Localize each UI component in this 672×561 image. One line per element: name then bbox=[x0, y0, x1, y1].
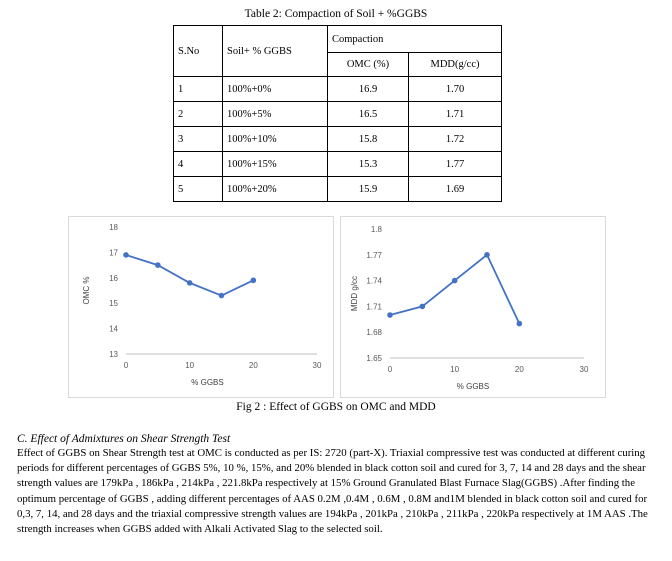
x-tick-label: 10 bbox=[185, 361, 194, 370]
table-row: 5 100%+20% 15.9 1.69 bbox=[173, 176, 502, 202]
data-point bbox=[387, 312, 393, 318]
header-soil-ggbs: Soil+ % GGBS bbox=[222, 25, 328, 77]
x-axis-title: % GGBS bbox=[191, 378, 223, 387]
cell-omc: 15.9 bbox=[327, 176, 409, 202]
cell-mdd: 1.72 bbox=[408, 126, 502, 152]
section-body: Effect of GGBS on Shear Strength test at… bbox=[17, 447, 648, 536]
y-tick-label: 1.68 bbox=[366, 328, 382, 337]
y-tick-label: 1.77 bbox=[366, 251, 382, 260]
data-point bbox=[218, 292, 225, 299]
omc-chart: 13 14 15 16 17 18 0 10 20 30 % GGBS OMC % bbox=[82, 223, 322, 387]
header-sno: S.No bbox=[173, 25, 223, 77]
section-title: C. Effect of Admixtures on Shear Strengt… bbox=[17, 433, 231, 445]
data-point bbox=[155, 262, 161, 268]
y-tick-label: 1.8 bbox=[371, 225, 383, 234]
data-point bbox=[451, 277, 458, 284]
cell-sno: 5 bbox=[173, 176, 223, 202]
cell-omc: 16.5 bbox=[327, 101, 409, 127]
y-tick-label: 18 bbox=[109, 223, 118, 232]
cell-omc: 15.3 bbox=[327, 151, 409, 177]
cell-mdd: 1.77 bbox=[408, 151, 502, 177]
data-point bbox=[516, 320, 523, 327]
y-tick-label: 16 bbox=[109, 274, 118, 283]
cell-mdd: 1.71 bbox=[408, 101, 502, 127]
data-point bbox=[419, 303, 426, 310]
cell-sno: 4 bbox=[173, 151, 223, 177]
header-omc: OMC (%) bbox=[327, 52, 409, 77]
y-tick-label: 1.74 bbox=[366, 277, 382, 286]
mdd-chart-frame: 1.65 1.68 1.71 1.74 1.77 1.8 0 10 20 30 % GGBS MDD … bbox=[340, 216, 606, 398]
x-tick-label: 0 bbox=[124, 361, 129, 370]
x-tick-label: 0 bbox=[388, 365, 393, 374]
y-axis-title: MDD g/cc bbox=[350, 276, 359, 311]
cell-mdd: 1.70 bbox=[408, 76, 502, 102]
y-tick-label: 1.71 bbox=[366, 302, 382, 311]
y-tick-label: 1.65 bbox=[366, 354, 382, 363]
series-line bbox=[125, 254, 254, 297]
omc-chart-frame: 13 14 15 16 17 18 0 10 20 30 % GGBS OMC % bbox=[68, 216, 334, 398]
cell-mdd: 1.69 bbox=[408, 176, 502, 202]
y-tick-label: 13 bbox=[109, 350, 118, 359]
header-mdd: MDD(g/cc) bbox=[408, 52, 502, 77]
cell-omc: 16.9 bbox=[327, 76, 409, 102]
data-point bbox=[484, 252, 490, 258]
data-point bbox=[123, 252, 129, 258]
header-compaction: Compaction bbox=[327, 25, 502, 53]
x-tick-label: 10 bbox=[450, 365, 459, 374]
cell-soil: 100%+5% bbox=[222, 101, 328, 127]
table-row: 4 100%+15% 15.3 1.77 bbox=[173, 151, 502, 177]
figure-caption: Fig 2 : Effect of GGBS on OMC and MDD bbox=[236, 401, 436, 413]
y-tick-label: 14 bbox=[109, 325, 118, 334]
table-row: 1 100%+0% 16.9 1.70 bbox=[173, 76, 502, 102]
x-axis-title: % GGBS bbox=[457, 382, 489, 391]
data-point bbox=[186, 280, 193, 286]
cell-soil: 100%+10% bbox=[222, 126, 328, 152]
series-line bbox=[389, 253, 521, 324]
cell-soil: 100%+0% bbox=[222, 76, 328, 102]
table-row: 3 100%+10% 15.8 1.72 bbox=[173, 126, 502, 152]
mdd-chart: 1.65 1.68 1.71 1.74 1.77 1.8 0 10 20 30 % GGBS MDD … bbox=[350, 225, 589, 391]
cell-sno: 3 bbox=[173, 126, 223, 152]
table-caption: Table 2: Compaction of Soil + %GGBS bbox=[244, 8, 428, 20]
x-tick-label: 20 bbox=[249, 361, 258, 370]
x-tick-label: 30 bbox=[580, 365, 589, 374]
cell-omc: 15.8 bbox=[327, 126, 409, 152]
x-tick-label: 30 bbox=[313, 361, 322, 370]
compaction-table: S.No Soil+ % GGBS Compaction OMC (%) MDD… bbox=[173, 25, 502, 202]
cell-sno: 2 bbox=[173, 101, 223, 127]
y-tick-label: 17 bbox=[109, 248, 118, 257]
y-axis-title: OMC % bbox=[82, 277, 91, 305]
data-point bbox=[250, 277, 257, 284]
y-tick-label: 15 bbox=[109, 299, 118, 308]
cell-sno: 1 bbox=[173, 76, 223, 102]
cell-soil: 100%+20% bbox=[222, 176, 328, 202]
x-tick-label: 20 bbox=[515, 365, 524, 374]
cell-soil: 100%+15% bbox=[222, 151, 328, 177]
table-row: 2 100%+5% 16.5 1.71 bbox=[173, 101, 502, 127]
